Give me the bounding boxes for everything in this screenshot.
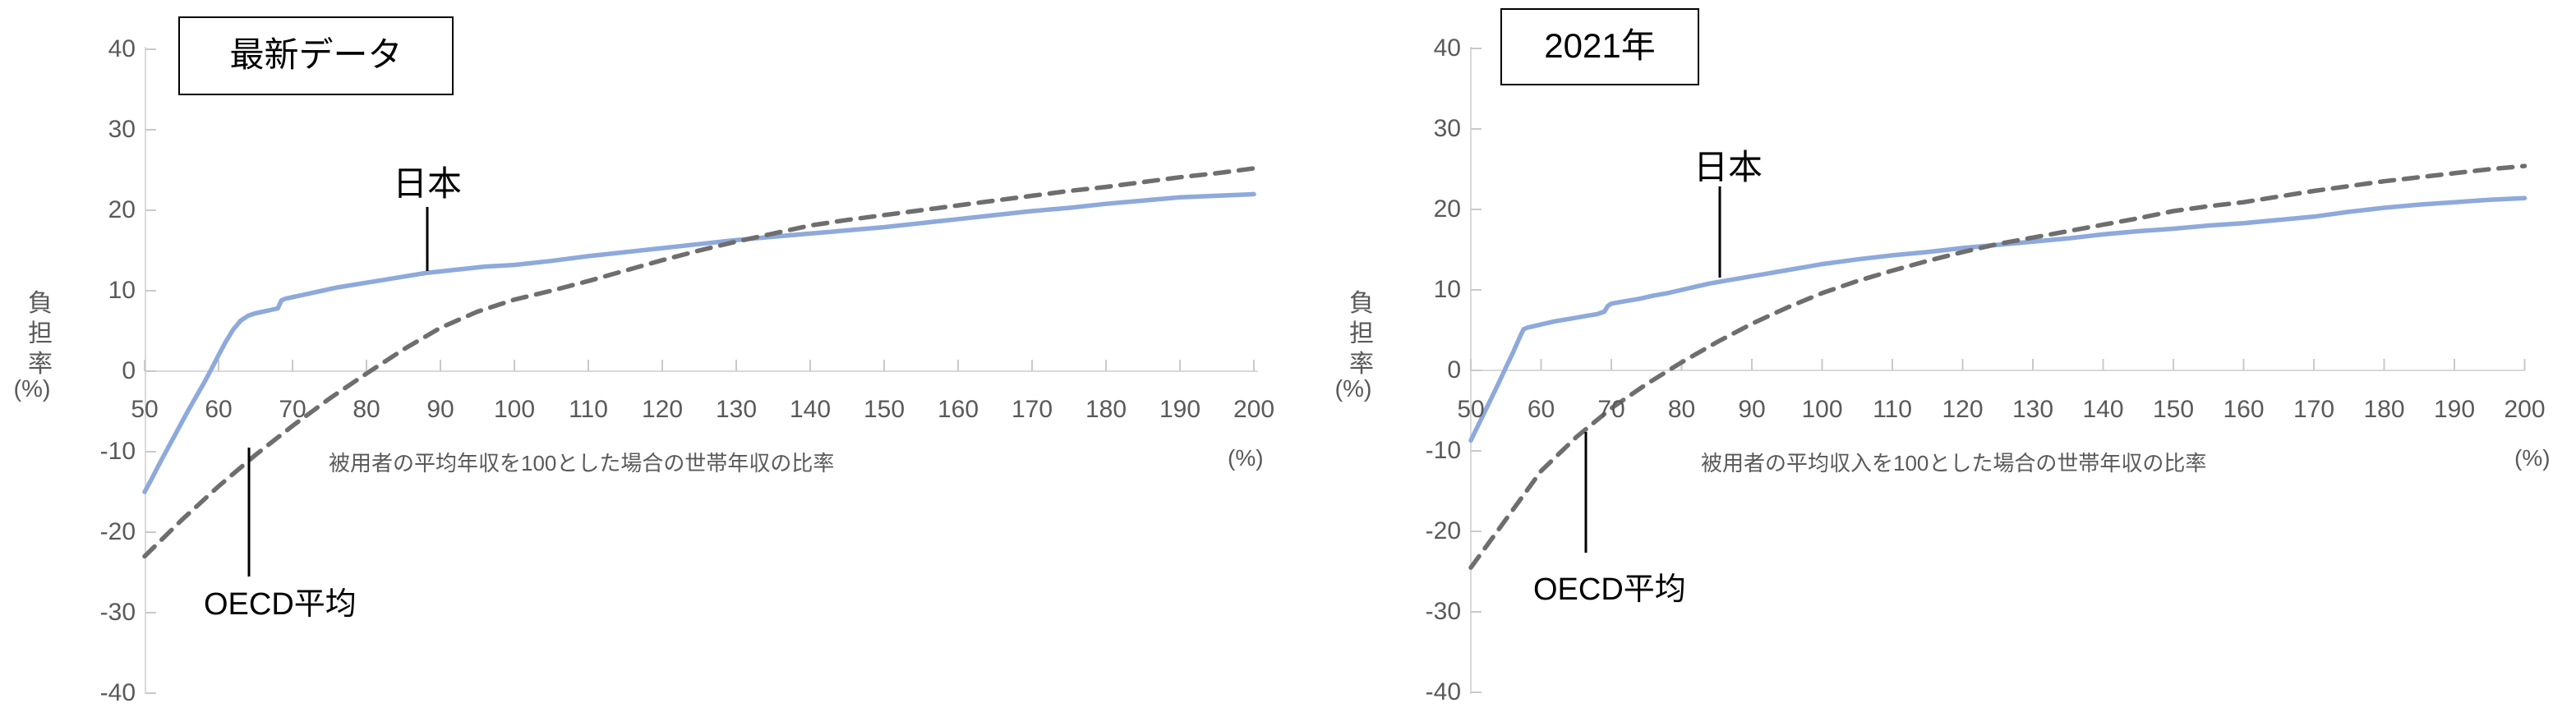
- y-tick-label: -10: [1425, 437, 1461, 464]
- y-tick-label: -20: [1425, 517, 1461, 544]
- chart-canvas: [1468, 47, 2528, 694]
- x-tick-label: 130: [715, 396, 758, 423]
- chart-canvas: [142, 47, 1258, 694]
- x-tick-label: 170: [2293, 396, 2335, 423]
- y-tick-label: -10: [99, 438, 136, 465]
- x-tick-label: 150: [863, 396, 906, 423]
- x-axis-title: 被用者の平均年収を100とした場合の世帯年収の比率: [329, 451, 835, 476]
- x-tick-label: 160: [2223, 396, 2265, 423]
- y-axis-title: 負担率: [1349, 290, 1374, 378]
- x-tick-label: 50: [131, 396, 159, 423]
- x-tick-label: 150: [2152, 396, 2195, 423]
- y-tick-label: 40: [108, 35, 136, 62]
- x-axis-title: 被用者の平均収入を100とした場合の世帯年収の比率: [1701, 451, 2207, 476]
- x-axis-unit: (%): [1228, 445, 1264, 471]
- y-tick-label: -40: [1425, 678, 1461, 705]
- y-tick-label: 0: [1447, 356, 1461, 384]
- x-tick-label: 170: [1011, 396, 1053, 423]
- x-tick-label: 90: [1738, 396, 1766, 423]
- y-tick-label: -30: [1425, 598, 1461, 625]
- x-tick-label: 100: [1801, 396, 1843, 423]
- y-tick-label: 20: [108, 196, 136, 223]
- x-tick-label: 90: [426, 396, 454, 423]
- x-tick-label: 110: [569, 396, 608, 423]
- chart-title-box: 2021年: [1500, 8, 1699, 85]
- japan-series-label: 日本: [1693, 148, 1763, 186]
- chart-title: 2021年: [1544, 26, 1656, 65]
- oecd-series-label: OECD平均: [1533, 572, 1686, 607]
- x-tick-label: 190: [2433, 396, 2476, 423]
- x-tick-label: 200: [2504, 396, 2546, 423]
- y-tick-label: 20: [1433, 195, 1461, 223]
- x-tick-label: 120: [641, 396, 684, 423]
- x-tick-label: 60: [205, 396, 233, 423]
- x-tick-label: 70: [1597, 396, 1625, 423]
- x-tick-label: 200: [1233, 396, 1275, 423]
- x-tick-label: 120: [1942, 396, 1984, 423]
- oecd-series-label: OECD平均: [204, 587, 357, 622]
- x-tick-label: 60: [1527, 396, 1555, 423]
- y-axis-unit: (%): [1334, 376, 1372, 402]
- x-axis-unit: (%): [2514, 445, 2551, 471]
- y-tick-label: 40: [1433, 34, 1461, 62]
- japan-line: [142, 191, 1256, 494]
- y-axis-unit: (%): [13, 376, 51, 402]
- chart-title: 最新データ: [229, 35, 403, 74]
- x-tick-label: 50: [1457, 396, 1485, 423]
- x-tick-label: 160: [937, 396, 979, 423]
- y-axis-title: 負担率: [28, 290, 53, 378]
- y-tick-label: -40: [99, 679, 136, 706]
- y-tick-label: 10: [1433, 276, 1461, 303]
- x-tick-label: 130: [2011, 396, 2054, 423]
- x-tick-label: 180: [2363, 396, 2405, 423]
- x-tick-label: 80: [1667, 396, 1696, 423]
- y-tick-label: -30: [99, 599, 136, 626]
- oecd-average-line: [142, 166, 1256, 559]
- x-tick-label: 110: [1873, 396, 1912, 423]
- chart-latest-data: 最新データ 負担率 (%) 被用者の平均年収を100とした場合の世帯年収の比率 …: [0, 0, 1282, 726]
- x-tick-label: 70: [279, 396, 306, 423]
- y-tick-label: 10: [108, 277, 136, 304]
- y-tick-label: 30: [108, 116, 136, 143]
- y-tick-label: 30: [1433, 115, 1461, 142]
- y-tick-label: 0: [122, 357, 136, 384]
- x-tick-label: 180: [1085, 396, 1127, 423]
- y-tick-label: -20: [99, 518, 136, 545]
- x-tick-label: 80: [353, 396, 380, 423]
- chart-2021: 2021年 負担率 (%) 被用者の平均収入を100とした場合の世帯年収の比率 …: [1282, 0, 2576, 726]
- x-tick-label: 100: [493, 396, 536, 423]
- x-tick-label: 140: [2082, 396, 2124, 423]
- chart-title-box: 最新データ: [178, 16, 454, 95]
- oecd-average-line: [1468, 163, 2528, 570]
- x-tick-label: 140: [789, 396, 832, 423]
- japan-series-label: 日本: [392, 164, 462, 203]
- japan-line: [1468, 195, 2528, 443]
- x-tick-label: 190: [1159, 396, 1201, 423]
